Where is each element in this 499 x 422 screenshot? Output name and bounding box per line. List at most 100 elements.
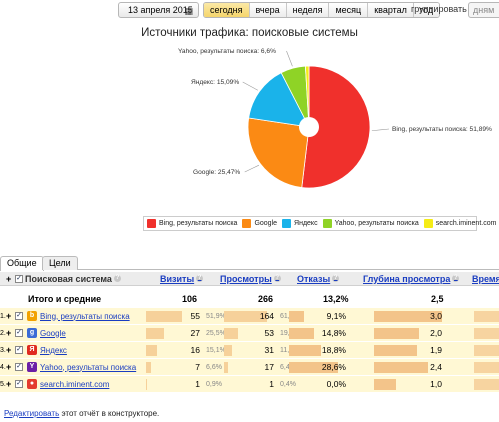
expand-row-icon[interactable]: + (6, 379, 12, 389)
col-visits[interactable]: Визиты? (160, 273, 204, 284)
date-picker-button[interactable]: 13 апреля 2015 ▦ (118, 2, 199, 18)
expand-row-icon[interactable]: + (6, 362, 12, 372)
engine-cell[interactable]: g Google (27, 325, 66, 341)
tab-general[interactable]: Общие (0, 256, 44, 271)
row-checkbox[interactable]: ✓ (15, 329, 23, 337)
engine-cell[interactable]: ● search.iminent.com (27, 376, 109, 392)
edit-report-link[interactable]: Редактировать (4, 409, 60, 418)
calendar-icon: ▦ (184, 6, 193, 16)
views-bar (224, 345, 232, 356)
visits-value: 7 (195, 362, 200, 372)
slice-connector (371, 128, 390, 132)
chart-title: Источники трафика: поисковые системы (141, 27, 358, 39)
period-month-button[interactable]: месяц (328, 3, 368, 17)
period-quarter-button[interactable]: квартал (367, 3, 413, 17)
engine-name[interactable]: search.iminent.com (40, 379, 110, 389)
col-bounces[interactable]: Отказы? (297, 273, 340, 284)
help-icon[interactable]: ? (113, 275, 121, 282)
bounces-bar (289, 362, 338, 373)
row-marker: 3. (0, 346, 6, 354)
legend-label: Яндекс (294, 220, 318, 227)
legend-swatch (147, 219, 156, 228)
legend-item[interactable]: Bing, результаты поиска (147, 219, 237, 228)
time-bar (474, 379, 499, 390)
toolbar: 13 апреля 2015 ▦ сегодня вчера неделя ме… (0, 2, 499, 19)
expand-row-icon[interactable]: + (6, 311, 12, 321)
time-bar (474, 362, 499, 373)
views-bar (224, 311, 267, 322)
engine-cell[interactable]: Y Yahoo, результаты поиска (27, 359, 136, 375)
help-icon[interactable]: ? (273, 275, 281, 282)
group-by-label: группировать по (411, 4, 480, 14)
visits-bar (146, 345, 157, 356)
period-yesterday-button[interactable]: вчера (248, 3, 286, 17)
legend-swatch (322, 219, 332, 228)
engine-name[interactable]: Yahoo, результаты поиска (40, 362, 137, 372)
visits-percent: 6,6% (206, 363, 222, 371)
depth-value: 2,0 (430, 328, 442, 338)
pie-slice[interactable] (301, 65, 371, 189)
row-marker: 1. (0, 312, 6, 320)
row-checkbox[interactable]: ✓ (15, 346, 23, 354)
period-year-button[interactable]: год (412, 3, 440, 17)
row-checkbox[interactable]: ✓ (15, 363, 23, 371)
depth-bar (374, 345, 417, 356)
expand-row-icon[interactable]: + (6, 328, 12, 338)
bounces-bar (289, 311, 304, 322)
bounces-value: 18,8% (321, 345, 346, 355)
help-icon[interactable]: ? (452, 275, 460, 282)
depth-bar (374, 362, 428, 373)
legend-item[interactable]: Яндекс (282, 219, 318, 228)
engine-cell[interactable]: b Bing, результаты поиска (27, 308, 130, 324)
period-today-button[interactable]: сегодня (204, 3, 249, 17)
engine-name[interactable]: Bing, результаты поиска (40, 311, 130, 321)
expand-row-icon[interactable]: + (6, 345, 12, 355)
visits-bar (146, 328, 164, 339)
table-row[interactable]: 2. + ✓ g Google 27 25,5% 53 19,9% 14,8% … (0, 325, 499, 342)
chart-legend: Bing, результаты поиска Google Яндекс Ya… (143, 216, 496, 231)
period-week-button[interactable]: неделя (285, 3, 329, 17)
pie-slice[interactable] (247, 117, 310, 189)
yahoo-icon: Y (27, 362, 37, 372)
row-checkbox[interactable]: ✓ (15, 312, 23, 320)
depth-bar (374, 328, 419, 339)
legend-item[interactable]: Yahoo, результаты поиска (322, 219, 419, 228)
legend-item[interactable]: search.iminent.com (423, 219, 496, 228)
col-engine[interactable]: Поисковая система? (25, 273, 121, 284)
row-marker: 4. (0, 363, 6, 371)
engine-name[interactable]: Яндекс (40, 345, 67, 355)
depth-bar (374, 311, 442, 322)
legend-item[interactable]: Google (242, 219, 277, 228)
row-checkbox[interactable]: ✓ (15, 380, 23, 388)
table-row[interactable]: 1. + ✓ b Bing, результаты поиска 55 51,9… (0, 308, 499, 325)
col-time[interactable]: Время н (472, 273, 499, 284)
col-depth[interactable]: Глубина просмотра? (363, 273, 460, 284)
legend-swatch (242, 219, 252, 228)
expand-all-icon[interactable]: + (6, 273, 12, 284)
visits-value: 27 (190, 328, 200, 338)
footer-text: этот отчёт в конструкторе. (61, 409, 160, 418)
table-row[interactable]: 3. + ✓ Я Яндекс 16 15,1% 31 11,7% 18,8% … (0, 342, 499, 359)
date-label: 13 апреля 2015 (128, 5, 193, 15)
table-row[interactable]: 4. + ✓ Y Yahoo, результаты поиска 7 6,6%… (0, 359, 499, 376)
pie-slice[interactable] (248, 72, 310, 128)
bounces-value: 9,1% (326, 311, 346, 321)
slice-label: Bing, результаты поиска: 51,89% (392, 126, 492, 133)
visits-percent: 25,5% (206, 329, 226, 337)
engine-name[interactable]: Google (40, 328, 66, 338)
total-views: 266 (258, 293, 274, 304)
views-percent: 0,4% (280, 380, 296, 388)
slice-connector (286, 50, 293, 67)
engine-cell[interactable]: Я Яндекс (27, 342, 67, 358)
help-icon[interactable]: ? (196, 275, 204, 282)
table-row[interactable]: 5. + ✓ ● search.iminent.com 1 0,9% 1 0,4… (0, 376, 499, 393)
col-views[interactable]: Просмотры? (220, 273, 281, 284)
help-icon[interactable]: ? (332, 275, 340, 282)
tab-goals[interactable]: Цели (42, 256, 78, 270)
pie-slice[interactable] (304, 65, 310, 128)
select-all-checkbox[interactable]: ✓ (15, 274, 23, 283)
row-marker: 5. (0, 380, 6, 388)
group-by-select[interactable]: дням (468, 2, 499, 18)
depth-bar (374, 379, 396, 390)
total-label: Итого и средние (28, 293, 102, 304)
